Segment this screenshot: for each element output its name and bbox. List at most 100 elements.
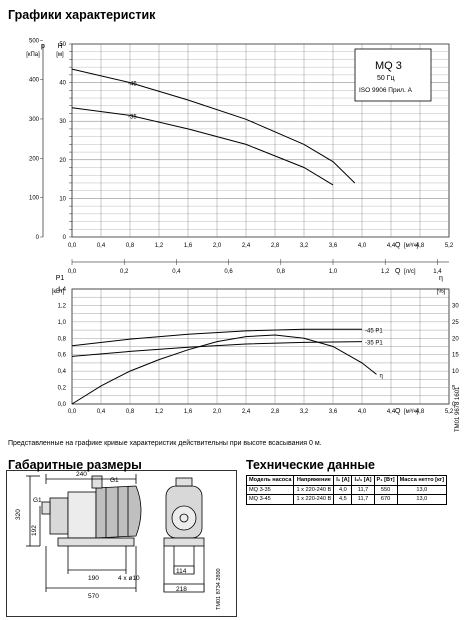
x-tick-label: 1,6: [184, 243, 193, 249]
q-ls-label: Q: [395, 268, 401, 275]
q-ls-tick-label: 0,4: [172, 269, 181, 275]
p1-tick-label: 0,0: [58, 402, 67, 408]
p-tick-label: 400: [29, 78, 40, 84]
x-tick-label: 5,2: [445, 409, 454, 415]
x-tick-label: 0,4: [97, 409, 106, 415]
x-tick-label: 0,0: [68, 409, 77, 415]
h-tick-label: 40: [59, 81, 66, 87]
table-row: MQ 3-45 1 x 220-240 В 4,5 11,7 670 13,0: [245, 494, 448, 505]
table-row: MQ 3-35 1 x 220-240 В 4,0 11,7 550 13,0: [245, 484, 448, 495]
x-tick-label: 3,2: [300, 243, 309, 249]
p1-axis-label: P1: [56, 275, 65, 282]
x-tick-label: 0,0: [68, 243, 77, 249]
dims-drawing-code: TM01 8734 2800: [216, 568, 222, 610]
tech-data-table: Модель насоса Напряжение I₁ [A] I₁/₁ [A]…: [245, 475, 448, 505]
dim-570: 570: [88, 593, 99, 600]
x-tick-label: 0,8: [126, 409, 135, 415]
p-tick-label: 0: [36, 235, 40, 241]
dim-218: 218: [176, 586, 187, 593]
eta-axis-unit: [%]: [437, 289, 446, 295]
h-axis-unit: [м]: [56, 52, 64, 58]
dim-240: 240: [76, 471, 87, 478]
x-tick-label: 0,4: [97, 243, 106, 249]
series-line: [71, 341, 363, 357]
pump-front-view: [163, 477, 205, 593]
performance-charts: 0,0 0,4 0,8 1,2 1,6 2,0 2,4 2,8 3,2 3,6 4,0 4,4 4,8 5…: [26, 38, 461, 432]
x-tick-label: 3,6: [329, 409, 338, 415]
eta-tick-label: 0: [452, 402, 456, 408]
x-tick-label: 2,0: [213, 243, 222, 249]
dim-g1-left: G1: [33, 497, 42, 504]
x-tick-label: 2,8: [271, 409, 280, 415]
x-tick-label: 0,8: [126, 243, 135, 249]
th-model: Модель насоса: [245, 475, 295, 486]
legend-model: MQ 3: [375, 60, 402, 72]
pump-side-view: [26, 474, 142, 592]
h-tick-label: 20: [59, 158, 66, 164]
x-tick-label: 4,0: [358, 243, 367, 249]
p-axis-unit: [кПа]: [26, 52, 40, 58]
x-tick-label: 4,0: [358, 409, 367, 415]
p1-axis-unit: [кВт]: [52, 289, 65, 295]
p-axis-label: p: [41, 43, 45, 50]
p-tick-label: 200: [29, 156, 40, 162]
x-tick-label: 2,0: [213, 409, 222, 415]
p1-tick-label: 1,0: [58, 320, 67, 326]
p1-tick-label: 0,6: [58, 353, 67, 359]
series-label: -45 P1: [365, 328, 383, 334]
dimension-drawing: 240 G1 G1 320 192 190 4 x ø10 570 114 21…: [6, 470, 237, 617]
h-tick-label: 0: [63, 235, 67, 241]
x-tick-label: 1,6: [184, 409, 193, 415]
head-chart: 0,0 0,4 0,8 1,2 1,6 2,0 2,4 2,8 3,2 3,6 4,0 4,4 4,8 5…: [26, 38, 454, 275]
x-tick-label: 2,4: [242, 243, 251, 249]
eta-tick-label: 25: [452, 320, 459, 326]
model-legend-box: MQ 3 50 Гц ISO 9906 Прил. A: [354, 48, 432, 102]
q-ls-unit: [л/с]: [404, 269, 416, 275]
x-tick-label: 4,8: [416, 409, 425, 415]
p1-tick-label: 0,2: [58, 386, 67, 392]
dim-114: 114: [176, 568, 187, 575]
th-i1: I₁ [A]: [333, 475, 353, 486]
x-tick-label: 1,2: [155, 409, 164, 415]
x-tick-label: 5,2: [445, 243, 454, 249]
q-ls-tick-label: 1,0: [329, 269, 338, 275]
series-label: η: [380, 373, 383, 379]
p1-tick-label: 0,8: [58, 336, 67, 342]
series-line: [71, 107, 334, 186]
h-tick-label: 10: [59, 196, 66, 202]
p1-tick-label: 1,2: [58, 303, 67, 309]
dims-section-title: Габаритные размеры: [8, 458, 142, 472]
eta-tick-label: 20: [452, 336, 459, 342]
series-line: [71, 334, 377, 405]
x-tick-label: 3,6: [329, 243, 338, 249]
q-ls-tick-label: 0,2: [120, 269, 129, 275]
series-label: -35: [128, 114, 137, 120]
x-tick-label: 2,8: [271, 243, 280, 249]
th-voltage: Напряжение: [293, 475, 335, 486]
dim-g1-top: G1: [110, 477, 119, 484]
q-axis-label: Q: [395, 242, 401, 249]
legend-standard: ISO 9906 Прил. A: [359, 87, 413, 94]
eta-axis-label: η: [439, 275, 443, 282]
tech-section-title: Технические данные: [246, 458, 375, 472]
dim-320: 320: [15, 509, 22, 520]
power-efficiency-chart: 0,0 0,4 0,8 1,2 1,6 2,0 2,4 2,8 3,2 3,6 4,0 4,4 4,8 5…: [52, 275, 460, 415]
series-label: -45: [128, 82, 137, 88]
series-line: [71, 68, 356, 184]
x-tick-label: 3,2: [300, 409, 309, 415]
th-i11: I₁/₁ [A]: [351, 475, 375, 486]
eta-tick-label: 10: [452, 369, 459, 375]
h-axis-label: H: [57, 43, 62, 50]
th-mass: Масса нетто [кг]: [396, 475, 448, 486]
p-tick-label: 100: [29, 196, 40, 202]
q-ls-tick-label: 0,8: [277, 269, 286, 275]
suction-note: Представленные на графике кривые характе…: [8, 440, 322, 447]
x-tick-label: 2,4: [242, 409, 251, 415]
q-ls-tick-label: 1,2: [381, 269, 390, 275]
p1-tick-label: 0,4: [58, 369, 67, 375]
q-axis-unit: [м³/ч]: [404, 243, 419, 249]
legend-freq: 50 Гц: [377, 75, 395, 82]
x-tick-label: 1,2: [155, 243, 164, 249]
x-tick-label: 4,4: [387, 409, 396, 415]
p-tick-label: 300: [29, 117, 40, 123]
